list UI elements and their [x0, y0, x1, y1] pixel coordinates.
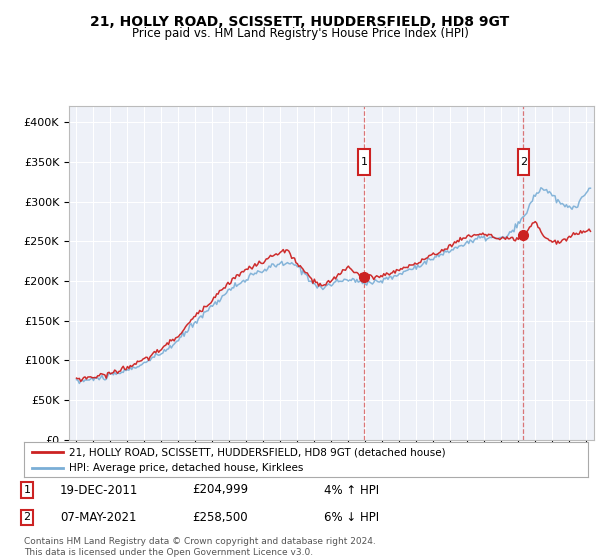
Text: 21, HOLLY ROAD, SCISSETT, HUDDERSFIELD, HD8 9GT: 21, HOLLY ROAD, SCISSETT, HUDDERSFIELD, … — [91, 15, 509, 29]
FancyBboxPatch shape — [358, 150, 370, 175]
Text: HPI: Average price, detached house, Kirklees: HPI: Average price, detached house, Kirk… — [69, 464, 304, 473]
Text: This data is licensed under the Open Government Licence v3.0.: This data is licensed under the Open Gov… — [24, 548, 313, 557]
Text: 2: 2 — [23, 512, 31, 522]
Text: 4% ↑ HPI: 4% ↑ HPI — [324, 483, 379, 497]
Text: 21, HOLLY ROAD, SCISSETT, HUDDERSFIELD, HD8 9GT (detached house): 21, HOLLY ROAD, SCISSETT, HUDDERSFIELD, … — [69, 447, 446, 457]
Text: 1: 1 — [361, 157, 368, 167]
Text: 1: 1 — [23, 485, 31, 495]
Text: 6% ↓ HPI: 6% ↓ HPI — [324, 511, 379, 524]
Text: Contains HM Land Registry data © Crown copyright and database right 2024.: Contains HM Land Registry data © Crown c… — [24, 537, 376, 546]
Text: 2: 2 — [520, 157, 527, 167]
Text: 07-MAY-2021: 07-MAY-2021 — [60, 511, 137, 524]
Text: £258,500: £258,500 — [192, 511, 248, 524]
Text: Price paid vs. HM Land Registry's House Price Index (HPI): Price paid vs. HM Land Registry's House … — [131, 27, 469, 40]
FancyBboxPatch shape — [518, 150, 529, 175]
Text: 19-DEC-2011: 19-DEC-2011 — [60, 483, 139, 497]
Text: £204,999: £204,999 — [192, 483, 248, 497]
